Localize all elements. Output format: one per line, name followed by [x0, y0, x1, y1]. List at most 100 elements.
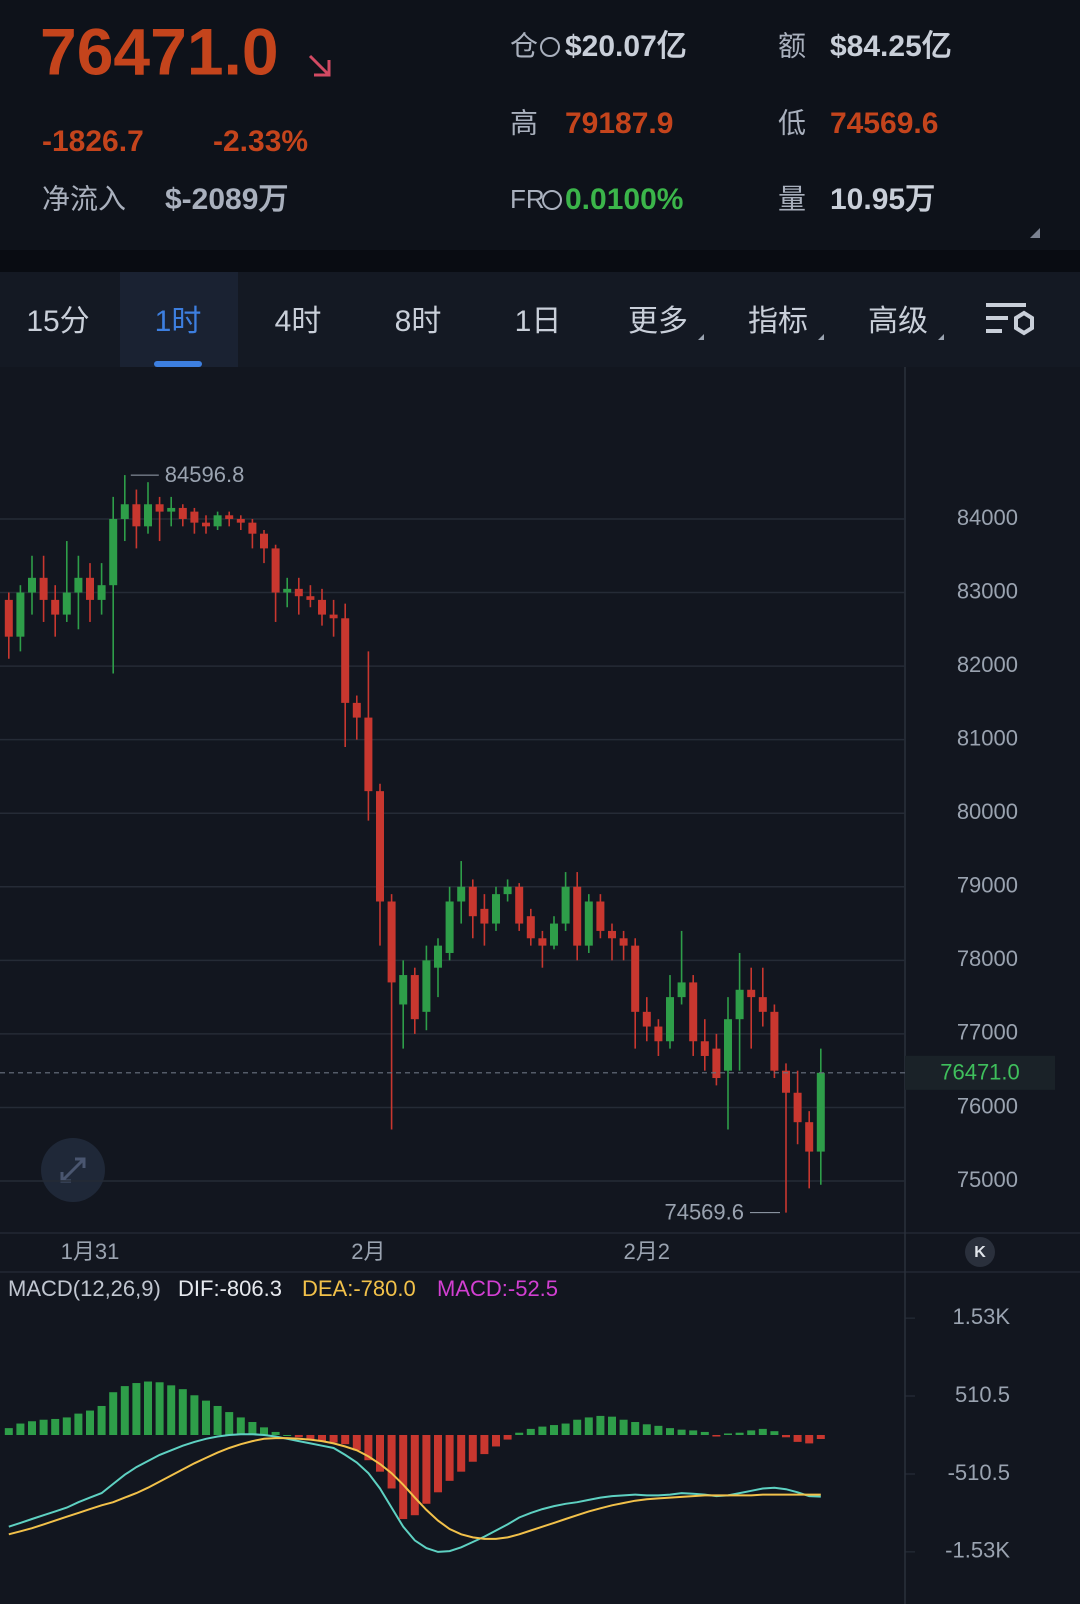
last-price: 76471.0	[40, 14, 279, 88]
candle-body	[62, 592, 71, 615]
candle	[422, 945, 431, 1031]
timeframe-tab[interactable]: 15分	[26, 305, 89, 338]
macd-bar	[109, 1392, 118, 1435]
indicator-legend: DEA:-780.0	[302, 1276, 416, 1301]
candle-body	[109, 518, 118, 586]
candle	[4, 592, 13, 659]
candle	[584, 894, 593, 953]
candle-body	[376, 791, 384, 902]
macd-bar	[434, 1435, 442, 1493]
candle-body	[735, 989, 744, 1020]
candle-body	[758, 997, 767, 1012]
info-icon[interactable]	[542, 190, 562, 210]
macd-bar	[584, 1417, 593, 1435]
stat-value: $20.07亿	[565, 30, 687, 63]
candle	[260, 530, 268, 564]
macd-bar	[260, 1427, 268, 1435]
y-tick-label: 83000	[957, 578, 1018, 603]
candle-body	[642, 1011, 651, 1027]
macd-bar	[758, 1428, 767, 1435]
candle-body	[213, 515, 222, 527]
stat-label: 低	[778, 107, 806, 138]
macd-bar	[747, 1430, 756, 1435]
settings-icon[interactable]	[986, 303, 1034, 336]
candle-body	[306, 596, 315, 600]
macd-bar	[236, 1417, 245, 1435]
candle-body	[724, 1019, 732, 1071]
last-price-label: 76471.0	[940, 1060, 1020, 1085]
candle	[492, 886, 500, 931]
candle	[724, 997, 732, 1130]
candle	[178, 504, 187, 527]
macd-bar	[770, 1431, 779, 1435]
macd-bar	[306, 1435, 315, 1440]
timeframe-tab[interactable]: 指标	[748, 305, 808, 338]
candle-body	[341, 618, 350, 703]
macd-bar	[677, 1429, 686, 1435]
timeframe-tab[interactable]: 高级	[868, 305, 928, 338]
candle-body	[608, 930, 616, 939]
candle-body	[445, 901, 454, 953]
candle-body	[202, 522, 210, 527]
candle	[86, 563, 94, 622]
candle-body	[74, 577, 83, 593]
timeframe-tab[interactable]: 1日	[515, 305, 562, 338]
candle-body	[700, 1041, 709, 1056]
down-arrow-icon	[308, 54, 331, 77]
macd-bar	[271, 1431, 280, 1435]
macd-bar	[689, 1430, 698, 1435]
candle-body	[619, 938, 628, 946]
extreme-label: 74569.6	[664, 1199, 744, 1224]
expand-corner[interactable]	[1030, 228, 1040, 238]
timeframe-tab[interactable]: 8时	[395, 305, 442, 338]
indicator-legend: DIF:-806.3	[178, 1276, 282, 1301]
candle-body	[747, 989, 756, 998]
stat-value: $84.25亿	[830, 30, 952, 63]
macd-bar	[74, 1413, 83, 1435]
candle-body	[155, 504, 164, 512]
candle	[155, 496, 164, 542]
candle	[700, 1019, 709, 1071]
scroll-end-button[interactable]: K	[965, 1237, 995, 1267]
macd-bar	[213, 1405, 222, 1435]
candle	[816, 1048, 825, 1185]
candle	[538, 930, 547, 968]
candle-body	[364, 717, 373, 792]
timeframe-tab[interactable]: 1时	[155, 305, 202, 338]
y-tick-label: -1.53K	[945, 1538, 1010, 1563]
candle-body	[283, 588, 292, 593]
y-tick-label: -510.5	[948, 1460, 1010, 1485]
candle	[445, 886, 454, 961]
macd-bar	[86, 1410, 94, 1435]
candle-body	[51, 599, 60, 615]
candle-body	[399, 975, 408, 1005]
macd-bar	[515, 1432, 524, 1435]
zoom-button[interactable]	[41, 1138, 105, 1202]
timeframe-tab[interactable]: 4时	[275, 305, 322, 338]
candle	[503, 879, 512, 902]
timeframe-tab[interactable]: 更多	[628, 305, 688, 338]
macd-bar	[631, 1422, 640, 1435]
candle	[596, 894, 605, 939]
macd-bar	[480, 1435, 489, 1455]
macd-bar	[805, 1435, 814, 1444]
candle	[468, 879, 477, 939]
candle-body	[538, 938, 547, 946]
macd-bar	[700, 1431, 709, 1435]
macd-bar	[735, 1432, 744, 1435]
macd-bar	[410, 1435, 419, 1516]
macd-bar	[352, 1435, 361, 1451]
x-tick-label: 2月	[351, 1239, 385, 1264]
candle-body	[480, 908, 489, 924]
candle	[74, 555, 83, 630]
candle	[666, 975, 674, 1049]
candle	[248, 518, 257, 549]
candle-body	[492, 894, 500, 924]
candle-body	[248, 522, 257, 534]
candle-body	[236, 518, 245, 523]
macd-bar	[468, 1435, 477, 1462]
candle-body	[387, 901, 396, 983]
active-tab-indicator	[154, 361, 202, 367]
info-icon[interactable]	[540, 37, 560, 57]
macd-bar	[782, 1435, 790, 1438]
